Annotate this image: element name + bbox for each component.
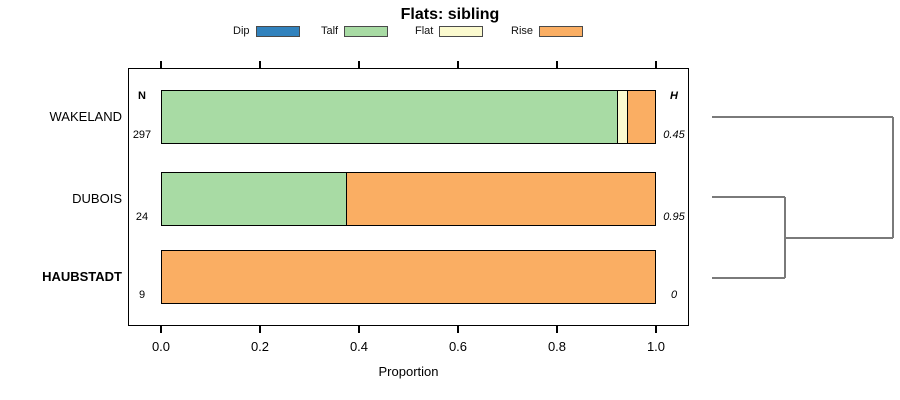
x-tick-bottom bbox=[457, 326, 459, 333]
x-tick-bottom bbox=[655, 326, 657, 333]
bar-segment-rise bbox=[162, 251, 655, 303]
x-tick-top bbox=[259, 61, 261, 68]
x-tick-top bbox=[556, 61, 558, 68]
x-tick-bottom bbox=[358, 326, 360, 333]
x-tick-bottom bbox=[160, 326, 162, 333]
x-tick-top bbox=[655, 61, 657, 68]
n-column-header: N bbox=[138, 90, 146, 102]
x-tick-label: 0.8 bbox=[547, 339, 567, 354]
x-tick-bottom bbox=[259, 326, 261, 333]
x-tick-label: 0.0 bbox=[151, 339, 171, 354]
legend-swatch-flat bbox=[439, 25, 484, 37]
x-axis-title: Proportion bbox=[378, 364, 439, 379]
legend-item-dip: Dip bbox=[233, 24, 300, 38]
n-value: 297 bbox=[132, 129, 152, 141]
bar-row-dubois bbox=[161, 172, 656, 226]
category-label-wakeland: WAKELAND bbox=[49, 109, 122, 124]
legend-swatch-rise bbox=[539, 25, 584, 37]
bar-row-wakeland bbox=[161, 90, 656, 144]
x-tick-bottom bbox=[556, 326, 558, 333]
category-label-haubstadt: HAUBSTADT bbox=[42, 269, 122, 284]
plot-area-border bbox=[128, 68, 689, 326]
x-tick-label: 1.0 bbox=[646, 339, 666, 354]
h-value: 0.45 bbox=[663, 129, 685, 141]
category-label-dubois: DUBOIS bbox=[72, 191, 122, 206]
legend-label: Talf bbox=[321, 25, 339, 37]
n-value: 24 bbox=[135, 211, 149, 223]
legend-label: Flat bbox=[415, 25, 434, 37]
bar-segment-rise bbox=[627, 91, 655, 143]
legend-swatch-talf bbox=[344, 25, 389, 37]
x-tick-top bbox=[457, 61, 459, 68]
legend-item-talf: Talf bbox=[321, 24, 389, 38]
x-tick-top bbox=[160, 61, 162, 68]
bar-segment-talf bbox=[162, 173, 347, 225]
legend-swatch-dip bbox=[255, 25, 300, 37]
legend-label: Rise bbox=[511, 25, 534, 37]
legend-label: Dip bbox=[233, 25, 250, 37]
n-value: 9 bbox=[138, 289, 146, 301]
bar-segment-rise bbox=[346, 173, 655, 225]
x-tick-label: 0.6 bbox=[448, 339, 468, 354]
x-tick-top bbox=[358, 61, 360, 68]
bar-row-haubstadt bbox=[161, 250, 656, 304]
h-value: 0 bbox=[670, 289, 678, 301]
bar-segment-talf bbox=[162, 91, 619, 143]
chart-title: Flats: sibling bbox=[400, 6, 500, 23]
h-value: 0.95 bbox=[663, 211, 685, 223]
x-tick-label: 0.4 bbox=[349, 339, 369, 354]
legend-item-flat: Flat bbox=[415, 24, 484, 38]
x-tick-label: 0.2 bbox=[250, 339, 270, 354]
bar-segment-flat bbox=[618, 91, 628, 143]
h-column-header: H bbox=[670, 90, 678, 102]
legend-item-rise: Rise bbox=[511, 24, 584, 38]
